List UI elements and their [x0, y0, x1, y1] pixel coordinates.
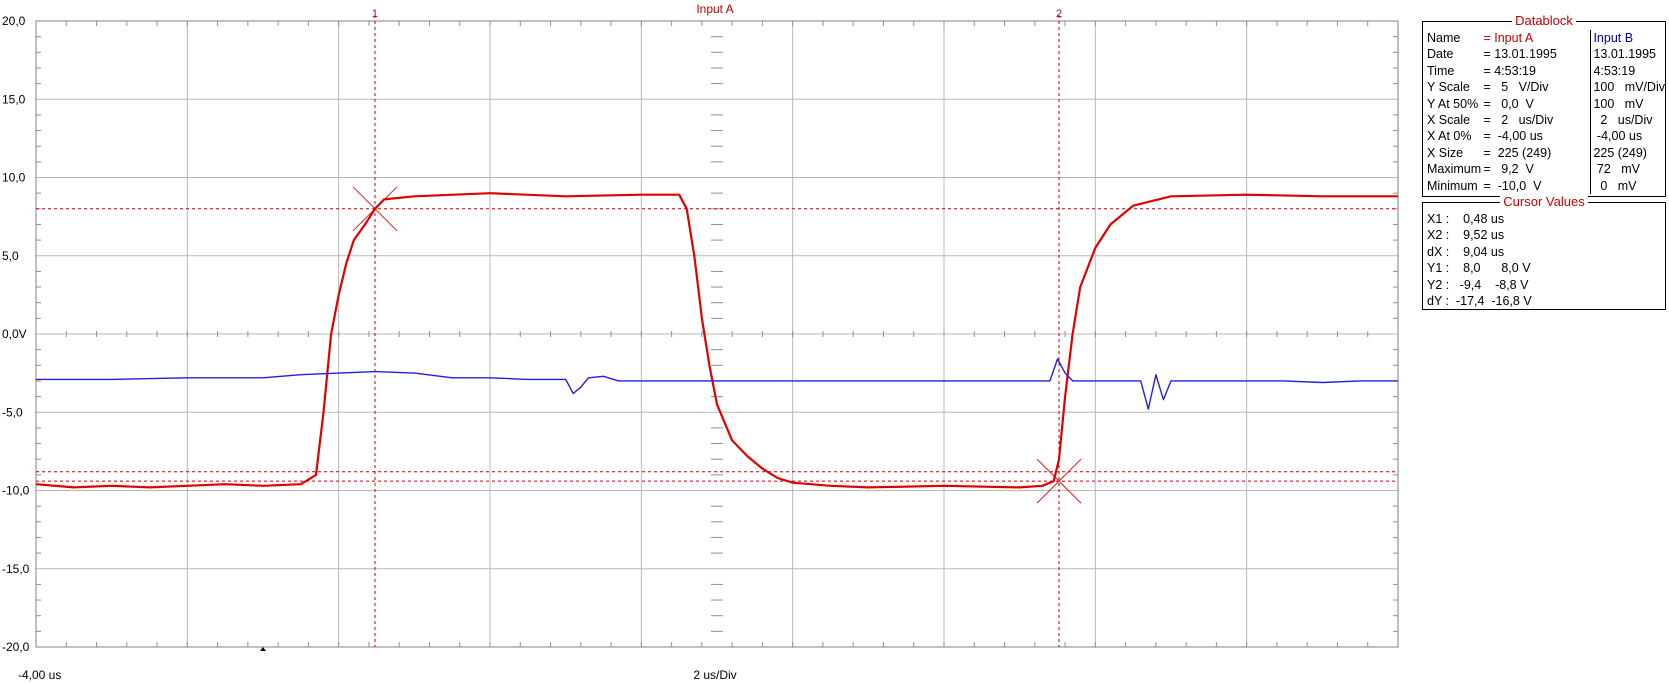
cursor-value-row: dX : 9,04 us: [1427, 244, 1505, 259]
datablock-row: Date = 13.01.1995 13.01.1995: [1427, 46, 1665, 63]
y-tick-label: -15,0: [2, 562, 30, 576]
datablock-row: Y Scale = 5 V/Div 100 mV/Div: [1427, 79, 1665, 96]
traces: [35, 192, 1398, 489]
datablock-key: X Size: [1427, 145, 1464, 160]
cursor-2-label: 2: [1056, 8, 1062, 20]
datablock-input-b-value: 4:53:19: [1590, 62, 1665, 80]
y-tick-label: 5,0: [2, 249, 19, 263]
cursor-values-title: Cursor Values: [1500, 194, 1588, 209]
y-tick-label: 20,0: [2, 14, 26, 28]
datablock-input-b-value: Input B: [1590, 30, 1665, 47]
axes: [35, 20, 1399, 651]
datablock-input-b-value: 225 (249): [1590, 144, 1665, 162]
datablock-input-b-value: 100 mV: [1590, 95, 1665, 113]
datablock-input-a-value: = 0,0 V: [1483, 96, 1534, 111]
datablock-table: Name = Input A Input B Date = 13.01.1995 13.0…: [1427, 30, 1665, 195]
datablock-input-b-value: 72 mV: [1590, 161, 1665, 178]
datablock-input-a-value: = Input A: [1483, 31, 1534, 45]
cursor-values-panel: Cursor Values X1 : 0,48 us X2 : 9,52 us dX…: [1422, 194, 1666, 310]
datablock-key: Maximum: [1427, 162, 1482, 177]
datablock-key: Minimum: [1427, 178, 1478, 193]
datablock-row: X At 0% = -4,00 us -4,00 us: [1427, 128, 1665, 145]
datablock-row: X Size = 225 (249) 225 (249): [1427, 144, 1665, 162]
y-tick-label: 10,0: [2, 171, 26, 185]
datablock-input-b-value: -4,00 us: [1590, 128, 1665, 145]
labels: 20,0 15,0 10,0 5,0 0,0V -5,0 -10,0 -15,0 -20,0 -4…: [2, 2, 1062, 682]
cursor-value-row: Y1 : 8,0 8,0 V: [1427, 261, 1531, 276]
datablock-input-b-value: 13.01.1995: [1590, 46, 1665, 63]
datablock-input-a-value: = 5 V/Div: [1483, 80, 1549, 95]
x-start-label: -4,00 us: [18, 668, 61, 682]
cursor-values-list: X1 : 0,48 us X2 : 9,52 us dX : 9,04 us Y1 :…: [1427, 211, 1532, 309]
plot-border: [35, 20, 1399, 648]
datablock-input-b-value: 2 us/Div: [1590, 112, 1665, 129]
datablock-panel: Datablock Name = Input A Input B Date = 13.0…: [1422, 13, 1666, 197]
datablock-row: Maximum = 9,2 V 72 mV: [1427, 161, 1665, 178]
cursor-value-row: Y2 : -9,4 -8,8 V: [1427, 277, 1529, 292]
cursor-value-row: X2 : 9,52 us: [1427, 228, 1505, 243]
trace-input-a: [35, 192, 1398, 489]
chart-title: Input A: [696, 2, 733, 16]
datablock-input-a-value: = 225 (249): [1483, 145, 1552, 160]
datablock-row: Time = 4:53:19 4:53:19: [1427, 62, 1665, 80]
datablock-input-a-value: = 9,2 V: [1483, 162, 1534, 177]
cursor-value-row: X1 : 0,48 us: [1427, 212, 1505, 226]
cursor-1-label: 1: [372, 8, 378, 20]
datablock-key: Y Scale: [1427, 80, 1470, 95]
datablock-input-a-value: = -10,0 V: [1483, 178, 1542, 193]
cursor-value-row: dY : -17,4 -16,8 V: [1427, 294, 1532, 309]
datablock-key: Y At 50%: [1427, 96, 1479, 111]
datablock-input-a-value: = 13.01.1995: [1483, 47, 1557, 62]
cursor-2-marker: [1036, 458, 1082, 504]
y-tick-label: -20,0: [2, 640, 30, 654]
datablock-input-a-value: = 2 us/Div: [1483, 113, 1554, 128]
datablock-key: Name: [1427, 31, 1461, 45]
datablock-input-a-value: = 4:53:19: [1483, 63, 1536, 78]
datablock-key: Date: [1427, 47, 1454, 62]
y-tick-label: 15,0: [2, 92, 26, 106]
y-tick-label: -5,0: [2, 405, 23, 419]
x-axis-label: 2 us/Div: [693, 668, 736, 682]
datablock-key: Time: [1427, 63, 1455, 78]
datablock-key: X At 0%: [1427, 129, 1472, 144]
y-tick-label: -10,0: [2, 484, 30, 498]
datablock-row: X Scale = 2 us/Div 2 us/Div: [1427, 112, 1665, 129]
datablock-input-b-value: 0 mV: [1590, 177, 1665, 195]
datablock-key: X Scale: [1427, 113, 1471, 128]
trace-input-b: [36, 358, 1398, 410]
datablock-input-a-value: = -4,00 us: [1483, 129, 1543, 144]
datablock-row: Minimum = -10,0 V 0 mV: [1427, 177, 1665, 195]
cursors: [36, 15, 1398, 647]
datablock-row: Y At 50% = 0,0 V 100 mV: [1427, 95, 1665, 113]
datablock-input-b-value: 100 mV/Div: [1590, 79, 1665, 96]
datablock-title: Datablock: [1512, 13, 1576, 28]
y-tick-label: 0,0V: [2, 327, 27, 341]
trigger-marker: [260, 647, 266, 651]
datablock-row: Name = Input A Input B: [1427, 30, 1665, 47]
